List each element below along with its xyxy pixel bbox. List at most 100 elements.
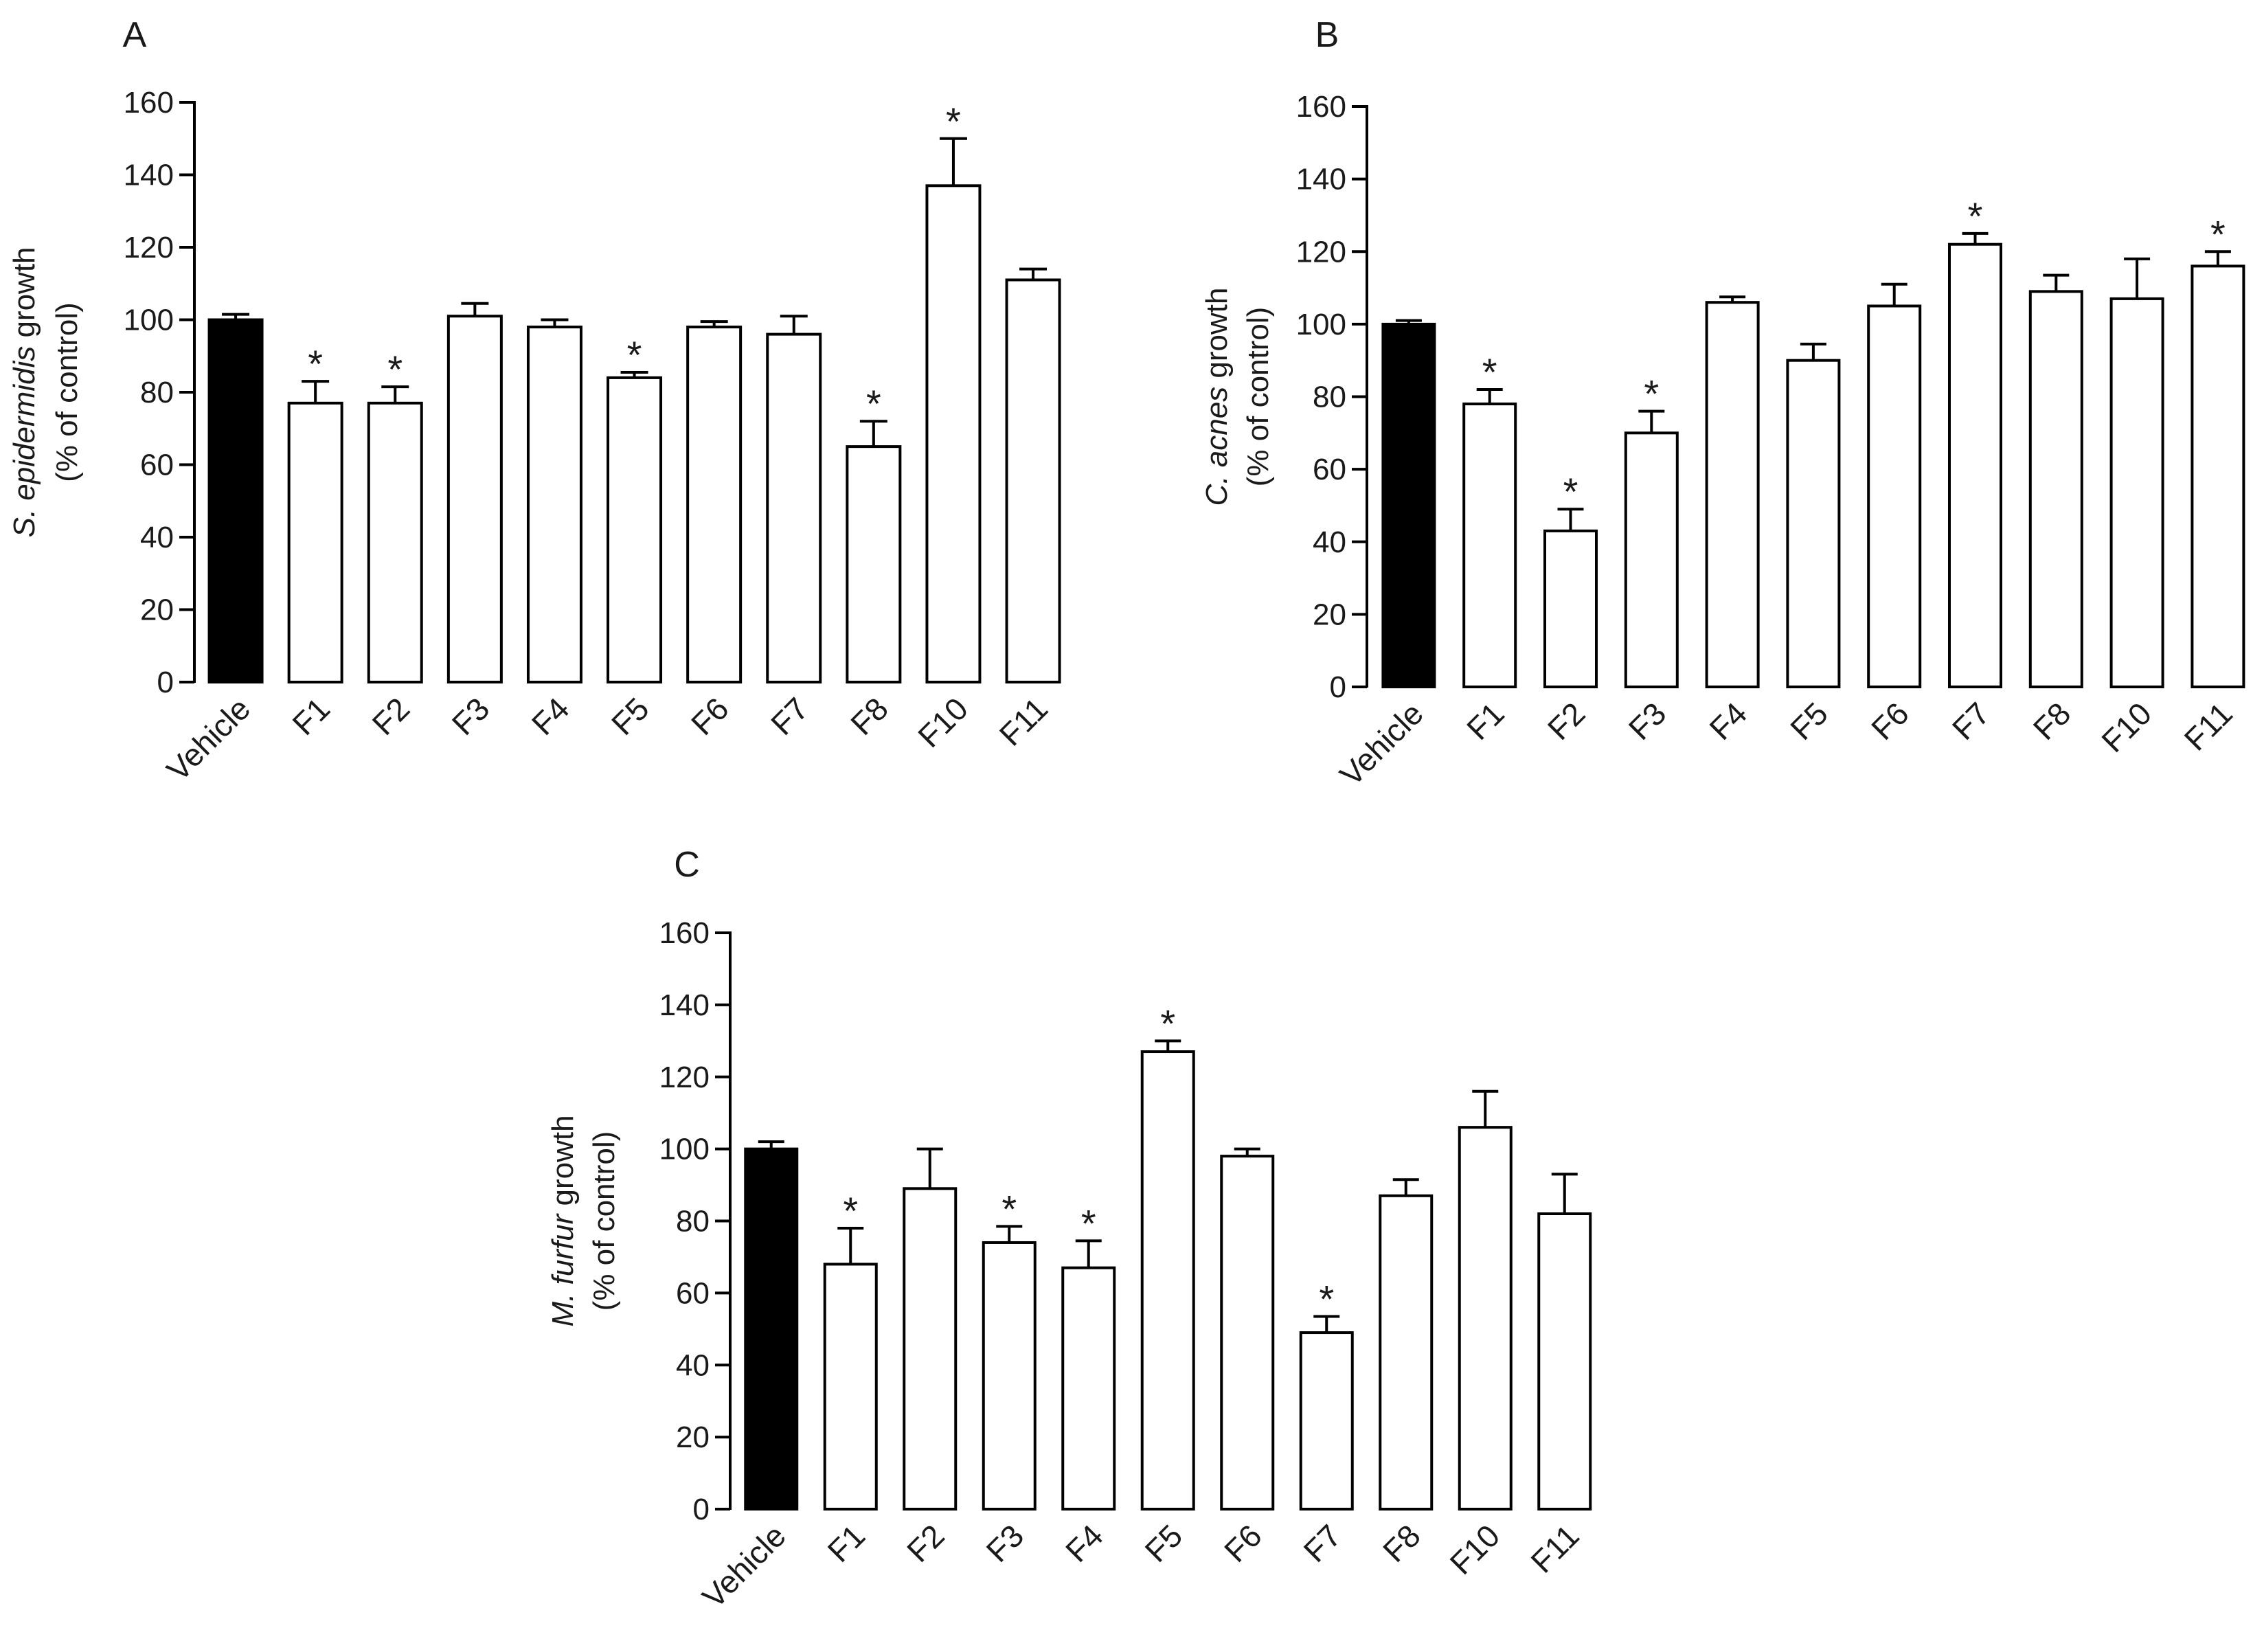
y-tick-label: 120 [659, 1061, 710, 1094]
significance-marker: * [627, 333, 642, 376]
x-tick-label: F10 [1443, 1517, 1507, 1581]
x-tick-label: Vehicle [695, 1517, 793, 1615]
significance-marker: * [946, 100, 961, 143]
y-axis-label-species: M. furfur [546, 1212, 580, 1326]
x-tick-label: F7 [1945, 695, 1997, 747]
x-tick-label: F2 [365, 690, 417, 742]
y-axis-label-species: C. acnes [1200, 387, 1234, 506]
y-axis-label-units: (% of control) [1241, 307, 1275, 487]
y-tick-label: 0 [1330, 670, 1346, 704]
y-axis-label-growth: growth [546, 1115, 580, 1214]
panel-label: B [1315, 15, 1339, 55]
significance-marker: * [1644, 372, 1659, 416]
x-tick-label: F11 [1524, 1517, 1585, 1579]
bar-f10 [2109, 297, 2164, 688]
y-tick-label: 60 [140, 449, 174, 482]
y-tick-label: 60 [676, 1276, 710, 1310]
bar-f6 [1867, 304, 1922, 688]
bar-f11 [1005, 278, 1061, 684]
y-tick-label: 80 [676, 1205, 710, 1238]
x-tick-label: F6 [1864, 695, 1916, 747]
panel-a: A 0 20 40 60 80 100 120 140 160 S. epidermidis gro… [8, 15, 1061, 788]
x-tick-label: F6 [1217, 1517, 1269, 1569]
x-tick-label: F2 [1541, 695, 1592, 747]
y-tick-label: 140 [659, 988, 710, 1022]
y-axis-label: C. acnes growth [1200, 288, 1234, 506]
bar-vehicle [1381, 322, 1436, 688]
x-tick-label: F1 [1460, 695, 1511, 747]
bar-f7 [1299, 1331, 1354, 1511]
significance-marker: * [2210, 212, 2226, 256]
y-axis-label-species: S. epidermidis [8, 346, 41, 538]
x-tick-label: F4 [1702, 695, 1754, 747]
bar-f7 [1948, 242, 2002, 688]
bar-vehicle [207, 318, 264, 683]
x-tick-label: F10 [911, 690, 975, 754]
bar-f10 [925, 184, 982, 683]
y-tick-label: 160 [1296, 90, 1346, 124]
x-tick-label: F11 [993, 690, 1054, 752]
y-tick-label: 60 [1313, 453, 1346, 486]
significance-marker: * [308, 342, 323, 385]
significance-marker: * [1319, 1277, 1334, 1320]
y-tick-label: 80 [140, 376, 174, 409]
x-tick-label: Vehicle [1333, 695, 1430, 793]
y-tick-label: 20 [140, 593, 174, 627]
x-tick-label: F1 [821, 1517, 872, 1569]
significance-marker: * [1968, 194, 1983, 238]
x-tick-label: F6 [684, 690, 736, 742]
significance-marker: * [387, 348, 403, 391]
bar-f4 [1705, 301, 1760, 688]
panel-b: B 0 20 40 60 80 100 120 140 160 C. acnes growth (% … [1200, 15, 2245, 793]
bar-f11 [1537, 1212, 1592, 1510]
x-tick-label: F5 [1138, 1517, 1190, 1569]
y-tick-label: 120 [1296, 235, 1346, 269]
x-tick-label: F10 [2094, 695, 2158, 759]
x-tick-label: Vehicle [159, 690, 257, 788]
y-axis-label-growth: growth [8, 247, 41, 346]
bar-f2 [903, 1187, 958, 1511]
y-tick-label: 160 [659, 916, 710, 950]
bar-vehicle [744, 1147, 799, 1510]
x-tick-label: F7 [764, 690, 815, 742]
bar-f11 [2191, 264, 2245, 688]
significance-marker: * [1160, 1002, 1175, 1045]
bar-f5 [1140, 1050, 1195, 1510]
x-tick-label: F2 [900, 1517, 951, 1569]
significance-marker: * [1081, 1201, 1096, 1245]
y-axis-label: M. furfur growth [546, 1115, 580, 1326]
y-tick-label: 0 [157, 666, 174, 699]
panel-label: A [123, 15, 147, 55]
significance-marker: * [1482, 350, 1497, 394]
y-axis-label-units: (% of control) [587, 1131, 621, 1311]
y-tick-label: 100 [659, 1133, 710, 1166]
bar-f8 [2028, 290, 2083, 688]
y-tick-label: 160 [124, 86, 174, 120]
bar-f1 [287, 401, 343, 683]
bar-f1 [823, 1263, 878, 1511]
significance-marker: * [1563, 470, 1578, 513]
significance-marker: * [866, 382, 881, 425]
x-tick-label: F8 [1376, 1517, 1427, 1569]
y-tick-label: 100 [124, 304, 174, 337]
bar-f8 [1379, 1194, 1434, 1510]
bar-f8 [846, 445, 902, 683]
x-tick-label: F4 [1059, 1517, 1110, 1569]
x-tick-label: F1 [285, 690, 337, 742]
bar-f2 [1543, 529, 1598, 688]
y-axis-label-growth: growth [1200, 288, 1234, 387]
bar-f4 [526, 326, 582, 683]
bar-f7 [766, 332, 822, 683]
y-axis-label-units: (% of control) [50, 302, 84, 482]
panel-c: C 0 20 40 60 80 100 120 140 160 M. furfur growth (%… [546, 845, 1592, 1615]
y-tick-label: 40 [676, 1348, 710, 1382]
bar-f2 [367, 401, 423, 683]
bar-f1 [1462, 403, 1517, 688]
significance-marker: * [843, 1189, 858, 1232]
y-tick-label: 20 [676, 1421, 710, 1454]
bar-f5 [607, 376, 663, 684]
x-tick-label: F3 [445, 690, 497, 742]
bar-f3 [982, 1241, 1037, 1511]
y-tick-label: 0 [693, 1493, 710, 1526]
